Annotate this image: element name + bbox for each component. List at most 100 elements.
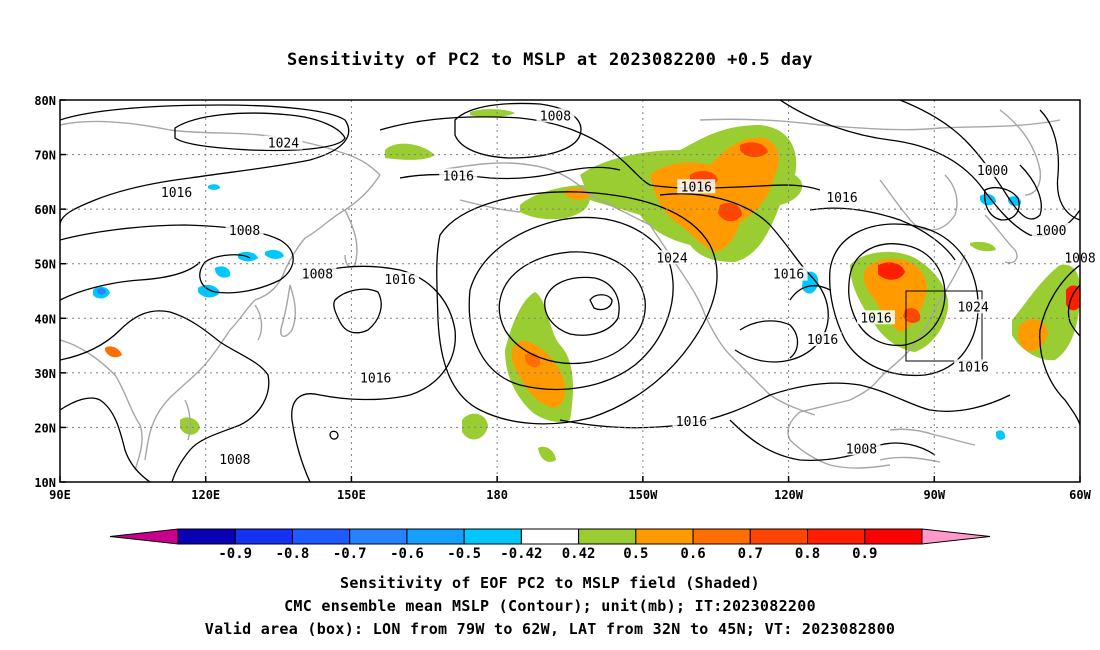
contour-label: 1008 bbox=[302, 268, 333, 283]
isobar-1024-useast bbox=[848, 243, 946, 347]
contour-labels: 1008 1024 1016 1016 1016 1016 1000 1000 1008 1008… bbox=[157, 108, 1099, 468]
isobar-1016-asia-coast bbox=[60, 310, 270, 482]
colorbar-swatch bbox=[520, 528, 580, 545]
isobar-1016-sw-us bbox=[739, 320, 799, 359]
sens-patch-bering-green bbox=[385, 143, 435, 160]
isobar-1016-ne-canada bbox=[809, 207, 956, 261]
contour-label-bg bbox=[954, 359, 993, 374]
colorbar-label: 0.6 bbox=[680, 546, 705, 562]
contour-label: 1016 bbox=[860, 311, 891, 326]
valid-area-box bbox=[905, 290, 983, 362]
y-tick-label: 10N bbox=[34, 476, 56, 490]
colorbar-swatch bbox=[692, 528, 751, 545]
coast-alaska bbox=[439, 162, 681, 271]
isobar-1016-atlantic bbox=[1039, 264, 1080, 426]
sens-core-asia bbox=[105, 346, 122, 358]
coast-greenland bbox=[999, 109, 1042, 196]
sens-core-useast-1 bbox=[878, 262, 905, 280]
contour-label-bg bbox=[857, 310, 895, 325]
coast-hudson bbox=[879, 174, 958, 231]
coast-us-east bbox=[849, 254, 966, 401]
sens-neg-asia-6 bbox=[215, 266, 231, 278]
y-tick-label: 40N bbox=[34, 312, 56, 326]
caption-line-1: Sensitivity of EOF PC2 to MSLP field (Sh… bbox=[340, 574, 760, 592]
colorbar-swatch bbox=[349, 528, 408, 545]
contour-label-bg bbox=[769, 266, 808, 281]
isobar-1024-pacific-mid bbox=[498, 251, 646, 365]
sens-patch-hawaii-green bbox=[462, 413, 488, 440]
sens-neg-asia-5 bbox=[208, 184, 220, 190]
colorbar-label: -0.5 bbox=[447, 546, 481, 562]
coast-japan bbox=[280, 284, 297, 337]
contour-label: 1024 bbox=[268, 137, 299, 152]
coast-labrador bbox=[984, 214, 1018, 264]
contour-label-bg bbox=[973, 162, 1012, 177]
colorbar-swatch bbox=[749, 528, 809, 545]
contour-label-bg bbox=[225, 222, 264, 237]
isobar-1016-useast bbox=[829, 223, 979, 377]
isobar-1008-asia-2 bbox=[60, 261, 201, 301]
contour-label-bg bbox=[1031, 222, 1070, 237]
y-tick-label: 20N bbox=[34, 421, 56, 435]
isobar-1016-west-na bbox=[659, 193, 829, 363]
isobar-1016-pacific-big bbox=[436, 191, 718, 425]
contour-label-bg bbox=[298, 266, 337, 281]
y-axis: 10N 20N 30N 40N 50N 60N 70N 80N bbox=[34, 94, 66, 490]
plot-frame bbox=[59, 99, 1081, 483]
contour-label: 1016 bbox=[807, 333, 838, 348]
contour-label: 1024 bbox=[656, 251, 687, 266]
colorbar-swatch bbox=[177, 528, 236, 545]
isobar-1008-bering bbox=[454, 102, 582, 159]
isobar-1024-pacific-core bbox=[589, 294, 613, 311]
chart-title: Sensitivity of PC2 to MSLP at 2023082200… bbox=[286, 50, 813, 70]
contour-label: 1008 bbox=[229, 224, 260, 239]
x-tick-label: 120E bbox=[191, 488, 220, 502]
colorbar-label: -0.8 bbox=[276, 546, 310, 562]
contour-label-bg bbox=[653, 250, 691, 265]
colorbar-swatch bbox=[807, 528, 866, 545]
coast-aleutians bbox=[459, 199, 521, 213]
isobar-1000-canada bbox=[899, 100, 1042, 220]
x-axis: 90E 120E 150E 180 150W 120W 90W 60W bbox=[49, 476, 1092, 502]
isobar-1024-asia bbox=[174, 112, 346, 152]
colorbar-swatch bbox=[578, 528, 637, 545]
coast-bc-wa bbox=[679, 269, 816, 416]
sens-patch-hudson-green bbox=[970, 241, 996, 252]
colorbar-swatch bbox=[463, 528, 522, 545]
isobar-1024-atlantic bbox=[1067, 284, 1080, 337]
contour-label: 1008 bbox=[219, 453, 250, 468]
colorbar-label: -0.6 bbox=[390, 546, 424, 562]
y-tick-label: 60N bbox=[34, 203, 56, 217]
contour-label: 1024 bbox=[957, 300, 988, 315]
isobar-1008-greenland bbox=[1039, 109, 1080, 221]
x-tick-label: 60W bbox=[1069, 488, 1091, 502]
x-tick-label: 120W bbox=[774, 488, 804, 502]
contour-label: 1016 bbox=[826, 191, 857, 206]
sens-patch-hawaii2-green bbox=[538, 446, 556, 462]
colorbar-label: -0.7 bbox=[333, 546, 367, 562]
contour-label: 1016 bbox=[681, 180, 712, 195]
colorbar-swatch bbox=[864, 528, 923, 545]
sens-core-canada-3 bbox=[740, 142, 768, 158]
x-tick-label: 90W bbox=[923, 488, 945, 502]
contour-label-bg bbox=[264, 135, 303, 150]
isobar-1016-south bbox=[559, 382, 1011, 429]
isobar-1016-central-us bbox=[789, 285, 831, 301]
contour-label-bg bbox=[157, 184, 196, 199]
sens-patch-canada-orange bbox=[650, 137, 779, 252]
coast-cuba bbox=[879, 456, 941, 463]
isobar-1000-canada-inner bbox=[984, 187, 1020, 221]
sens-neg-asia-4 bbox=[265, 249, 284, 259]
contour-label: 1008 bbox=[540, 109, 571, 124]
sens-neg-eurasia-core bbox=[97, 288, 106, 295]
isobar-1016-north bbox=[379, 116, 821, 191]
y-tick-label: 50N bbox=[34, 258, 56, 272]
isobar-1016-ocean-w bbox=[291, 265, 456, 482]
x-tick-label: 180 bbox=[486, 488, 508, 502]
colorbar-label: 0.9 bbox=[852, 546, 877, 562]
coast-seasia bbox=[60, 339, 143, 471]
sens-core-useast-2 bbox=[903, 308, 921, 323]
isobar-small-ring bbox=[329, 430, 339, 440]
isobar-1016-asia bbox=[60, 104, 350, 226]
